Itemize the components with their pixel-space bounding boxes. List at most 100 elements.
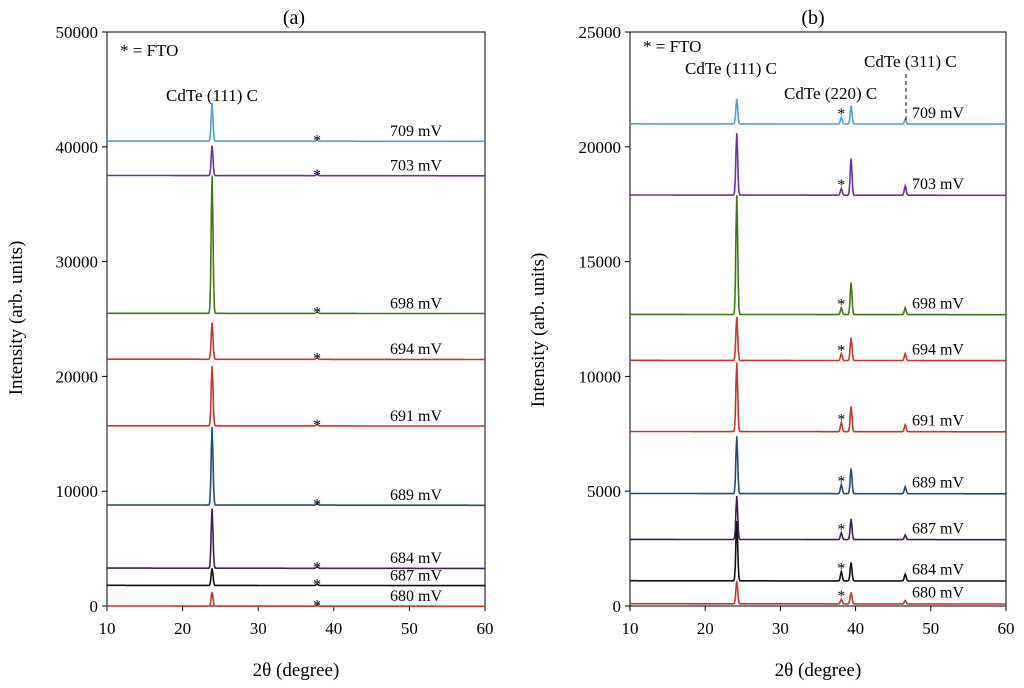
panel-b-x-axis-label: 2θ (degree) <box>775 660 862 681</box>
panel-a-fto-star: * <box>313 496 321 513</box>
panel-a-fto-star: * <box>313 305 321 322</box>
panel-a-fto-star: * <box>313 559 321 576</box>
panel-a-x-tick-label: 10 <box>99 619 116 638</box>
panel-b-peak-label-220: CdTe (220) C <box>784 84 877 103</box>
panel-a-series-label: 691 mV <box>390 408 442 425</box>
panel-b-fto-star: * <box>837 297 845 314</box>
panel-b-series-label: 691 mV <box>912 413 964 430</box>
panel-a-series-line-684-mv <box>107 508 485 570</box>
panel-a-y-tick-label: 10000 <box>56 482 99 501</box>
panel-b-series <box>630 98 1006 605</box>
panel-b-y-axis-label: Intensity (arb. units) <box>528 253 549 408</box>
panel-a-ticks: 10 20 30 40 50 60 0 10000 20000 30000 40000 50000 <box>56 23 494 638</box>
panel-b-x-tick-label: 30 <box>772 619 789 638</box>
panel-a-y-tick-label: 40000 <box>56 138 99 157</box>
panel-b-fto-note: * = FTO <box>643 37 701 56</box>
panel-a-series-label: 684 mV <box>390 550 442 567</box>
panel-a-x-axis-label: 2θ (degree) <box>253 660 340 681</box>
panel-a-series-labels: 680 mV * 687 mV * 684 mV * 689 mV * 691 mV * 694 m… <box>313 123 442 614</box>
panel-a-series-line-703-mv <box>107 145 485 177</box>
panel-a-series-label: 680 mV <box>390 588 442 605</box>
panel-b-series-label: 703 mV <box>912 176 964 193</box>
panel-a-y-tick-label: 30000 <box>56 253 99 272</box>
panel-b-fto-star: * <box>837 561 845 578</box>
panel-a-series-line-694-mv <box>107 322 485 361</box>
panel-b-fto-star: * <box>837 411 845 428</box>
panel-a-y-axis-label: Intensity (arb. units) <box>6 241 27 396</box>
panel-b-y-tick-label: 20000 <box>579 138 622 157</box>
panel-b-y-tick-label: 15000 <box>579 253 622 272</box>
panel-b-peak-label-111: CdTe (111) C <box>685 59 777 78</box>
panel-b-y-tick-label: 25000 <box>579 23 622 42</box>
panel-a-fto-star: * <box>313 350 321 367</box>
panel-a-series-label: 709 mV <box>390 123 442 140</box>
panel-b-series-label: 709 mV <box>912 105 964 122</box>
panel-b-series-line-680-mv <box>630 580 1006 605</box>
panel-b-series-label: 684 mV <box>912 562 964 579</box>
panel-a-series-line-687-mv <box>107 568 485 587</box>
panel-a-peak-label-111: CdTe (111) C <box>166 86 258 105</box>
panel-a-x-tick-label: 40 <box>325 619 342 638</box>
panel-b-series-label: 689 mV <box>912 474 964 491</box>
panel-a-fto-star: * <box>313 417 321 434</box>
panel-a-series-label: 698 mV <box>390 295 442 312</box>
panel-b-fto-star: * <box>837 177 845 194</box>
panel-b-label: (b) <box>801 7 824 29</box>
panel-a-series-line-698-mv <box>107 175 485 315</box>
panel-b-fto-star: * <box>837 342 845 359</box>
panel-a-series-line-709-mv <box>107 103 485 143</box>
panel-b-series-label: 687 mV <box>912 520 964 537</box>
panel-a-fto-star: * <box>313 597 321 614</box>
panel-a-x-tick-label: 30 <box>250 619 267 638</box>
panel-a: (a) 10 20 30 40 50 60 0 10000 20000 30000 40000 500… <box>6 7 494 681</box>
panel-a-x-tick-label: 50 <box>401 619 418 638</box>
panel-a-label: (a) <box>283 7 305 29</box>
panel-b-peak-label-311: CdTe (311) C <box>864 52 957 71</box>
panel-b-plot-area <box>629 31 1007 607</box>
panel-a-series <box>107 103 485 608</box>
panel-b-fto-star: * <box>837 588 845 605</box>
panel-b: (b) 10 20 30 40 50 60 0 5000 10000 15000 20000 2500… <box>528 7 1015 681</box>
panel-a-series-label: 694 mV <box>390 341 442 358</box>
panel-a-fto-star: * <box>313 132 321 149</box>
panel-a-series-line-680-mv <box>107 592 485 608</box>
panel-a-x-tick-label: 20 <box>174 619 191 638</box>
panel-b-series-line-709-mv <box>630 98 1006 125</box>
panel-b-y-tick-label: 5000 <box>587 482 621 501</box>
panel-b-y-tick-label: 0 <box>613 597 622 616</box>
panel-b-series-label: 694 mV <box>912 341 964 358</box>
panel-a-fto-star: * <box>313 167 321 184</box>
panel-b-series-line-691-mv <box>630 362 1006 433</box>
panel-b-y-tick-label: 10000 <box>579 367 622 386</box>
panel-b-fto-star: * <box>837 473 845 490</box>
panel-b-series-labels: 680 mV * 684 mV * 687 mV * 689 mV * 691 mV * 694 m… <box>837 105 964 605</box>
panel-b-series-label: 698 mV <box>912 295 964 312</box>
panel-a-series-line-689-mv <box>107 426 485 507</box>
panel-b-series-label: 680 mV <box>912 585 964 602</box>
panel-a-plot-area <box>106 31 486 607</box>
panel-a-series-line-691-mv <box>107 366 485 427</box>
panel-b-ticks: 10 20 30 40 50 60 0 5000 10000 15000 20000 25000 <box>579 23 1015 638</box>
panel-a-fto-star: * <box>313 577 321 594</box>
panel-b-x-tick-label: 50 <box>922 619 939 638</box>
panel-b-x-tick-label: 40 <box>847 619 864 638</box>
panel-b-series-line-684-mv <box>630 521 1006 582</box>
panel-b-fto-star: * <box>837 522 845 539</box>
panel-b-x-tick-label: 60 <box>998 619 1015 638</box>
panel-a-fto-note: * = FTO <box>120 41 178 60</box>
panel-b-x-tick-label: 20 <box>697 619 714 638</box>
panel-b-series-line-703-mv <box>630 133 1006 197</box>
panel-b-series-line-687-mv <box>630 495 1006 541</box>
panel-a-series-label: 703 mV <box>390 158 442 175</box>
panel-a-y-tick-label: 50000 <box>56 23 99 42</box>
panel-a-x-tick-label: 60 <box>477 619 494 638</box>
panel-a-series-label: 687 mV <box>390 567 442 584</box>
panel-a-y-tick-label: 20000 <box>56 367 99 386</box>
panel-b-series-line-689-mv <box>630 436 1006 495</box>
panel-b-series-line-694-mv <box>630 316 1006 362</box>
panel-b-fto-star: * <box>837 106 845 123</box>
panel-b-series-line-698-mv <box>630 195 1006 316</box>
panel-a-series-label: 689 mV <box>390 487 442 504</box>
panel-b-x-tick-label: 10 <box>622 619 639 638</box>
